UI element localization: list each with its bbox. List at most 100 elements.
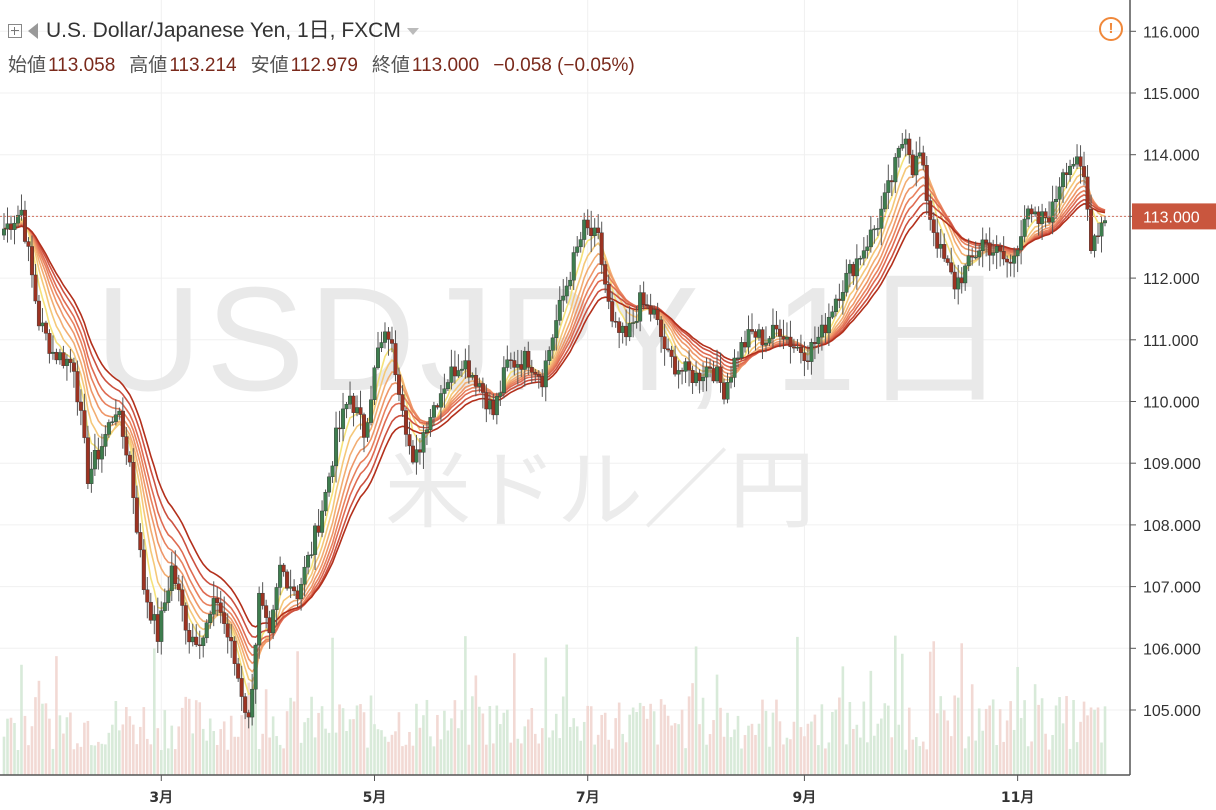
volume-bar xyxy=(446,730,450,775)
volume-bar xyxy=(907,707,911,775)
volume-bar xyxy=(352,719,355,775)
candle-body xyxy=(844,272,849,293)
candle-body xyxy=(274,587,279,610)
candle-body xyxy=(746,329,751,348)
candle-body xyxy=(323,491,328,512)
candle-body xyxy=(26,241,31,247)
candle-body xyxy=(673,356,678,375)
candle-body xyxy=(82,410,87,438)
flag-icon[interactable] xyxy=(28,23,38,40)
candle-body xyxy=(816,336,821,345)
volume-bar xyxy=(118,730,121,775)
ma-ribbon xyxy=(3,153,1106,696)
volume-bar xyxy=(1040,698,1044,775)
candle-body xyxy=(180,589,185,606)
volume-bar xyxy=(1058,697,1061,775)
candle-body xyxy=(533,372,538,375)
volume-bar xyxy=(27,745,30,775)
candle-body xyxy=(823,324,828,334)
volume-bar xyxy=(362,712,366,775)
volume-bar xyxy=(949,736,953,775)
candle-body xyxy=(12,222,17,230)
volume-bar xyxy=(659,699,663,775)
candle-body xyxy=(1089,209,1094,251)
candle-body xyxy=(865,246,870,251)
volume-bar xyxy=(282,748,285,775)
volume-bar xyxy=(250,708,254,775)
candle-body xyxy=(592,227,597,237)
candle-body xyxy=(966,255,971,267)
candle-body xyxy=(903,138,908,145)
price-tick-label: 106.000 xyxy=(1143,641,1201,658)
candle-body xyxy=(89,468,94,484)
candle-body xyxy=(131,461,136,498)
volume-bar xyxy=(107,732,111,775)
candle-body xyxy=(732,357,737,378)
candle-body xyxy=(882,192,887,210)
price-tick-label: 114.000 xyxy=(1143,148,1200,165)
price-tick-label: 112.000 xyxy=(1143,271,1200,288)
volume-bar xyxy=(1026,746,1030,775)
volume-bar xyxy=(111,724,114,775)
candle-body xyxy=(1092,235,1097,251)
candle-body xyxy=(190,636,195,643)
volume-bar xyxy=(1030,741,1033,775)
volume-bar xyxy=(698,724,701,775)
volume-bar xyxy=(404,744,408,775)
caret-down-icon[interactable] xyxy=(406,27,419,35)
candle-body xyxy=(71,362,76,372)
candle-body xyxy=(610,301,615,322)
exclamation-circle-icon[interactable]: ! xyxy=(1099,17,1123,41)
candle-body xyxy=(837,298,842,301)
candle-body xyxy=(508,359,513,361)
volume-bar xyxy=(579,740,583,775)
candle-body xyxy=(840,292,845,301)
volume-bar xyxy=(635,711,638,775)
volume-bar xyxy=(156,728,160,775)
candle-body xyxy=(379,342,384,349)
volume-bar xyxy=(44,703,48,775)
symbol-header[interactable]: U.S. Dollar/Japanese Yen, 1日, FXCM xyxy=(8,14,419,44)
candle-body xyxy=(173,565,178,584)
plus-box-icon[interactable] xyxy=(8,24,22,39)
volume-bar xyxy=(194,700,198,775)
candle-body xyxy=(938,244,943,249)
volume-bar xyxy=(998,709,1002,775)
volume-bar xyxy=(974,740,977,775)
symbol-title[interactable]: U.S. Dollar/Japanese Yen, 1日, FXCM xyxy=(46,19,401,42)
volume-bar xyxy=(97,741,100,775)
candle-body xyxy=(29,246,34,276)
candle-body xyxy=(264,605,269,618)
open-value: 113.058 xyxy=(48,55,116,76)
volume-bar xyxy=(977,708,981,775)
candle-body xyxy=(424,429,429,433)
volume-bar xyxy=(292,701,296,775)
price-tick-label: 115.000 xyxy=(1143,86,1200,103)
candle-body xyxy=(54,351,59,361)
ma-line xyxy=(3,198,1106,639)
candle-body xyxy=(215,598,220,603)
candle-body xyxy=(896,147,901,158)
volume-bar xyxy=(1082,701,1086,775)
volume-bar xyxy=(523,726,527,775)
volume-bar xyxy=(638,702,642,775)
candle-body xyxy=(722,382,727,400)
candle-body xyxy=(910,154,915,176)
candle-body xyxy=(337,427,342,430)
volume-bar xyxy=(642,706,645,775)
candle-body xyxy=(389,339,394,344)
volume-bar xyxy=(439,739,443,775)
candle-body xyxy=(47,333,52,354)
volume-bar xyxy=(495,705,499,775)
volume-bar xyxy=(205,740,209,775)
candle-body xyxy=(708,366,713,369)
volume-bar xyxy=(453,700,457,775)
volume-bar xyxy=(589,706,593,775)
volume-bar xyxy=(397,712,401,775)
candle-body xyxy=(43,322,48,334)
volume-bar xyxy=(502,712,506,775)
candle-body xyxy=(505,359,510,368)
candle-body xyxy=(281,564,286,573)
volume-bar xyxy=(432,746,436,775)
